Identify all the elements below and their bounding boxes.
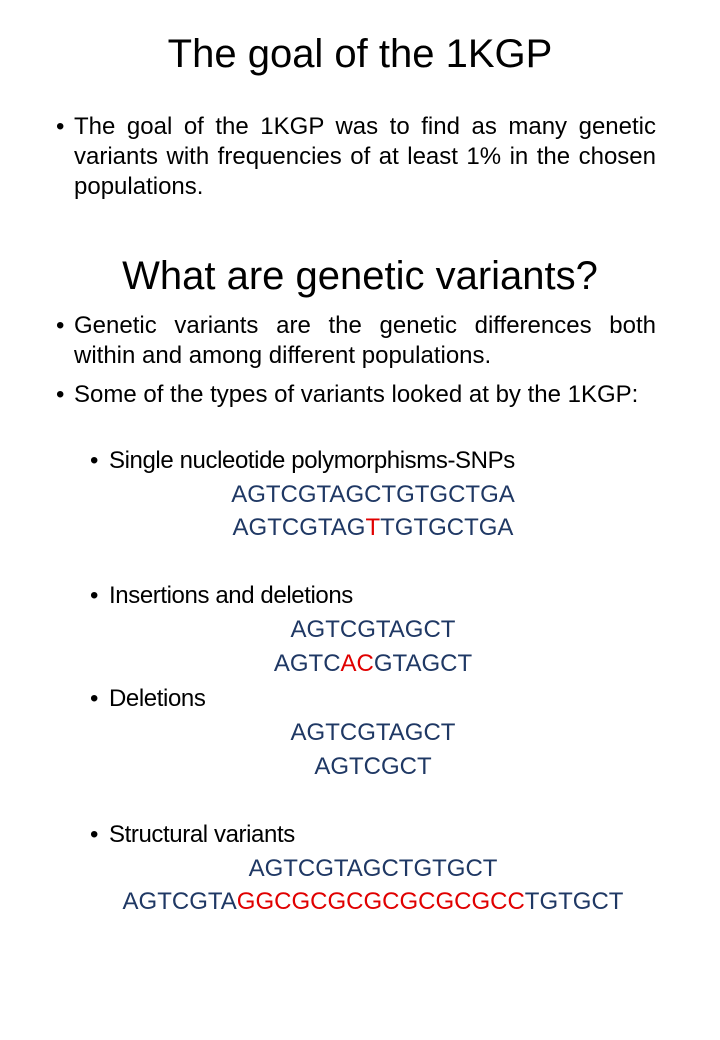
bullet-dot: • (90, 447, 99, 474)
seq-highlight: AC (340, 650, 374, 677)
bullet-goal: • The goal of the 1KGP was to find as ma… (56, 112, 656, 202)
seq-part: TGTGCTGA (380, 514, 514, 541)
slide-title-goal: The goal of the 1KGP (167, 32, 553, 76)
sub-bullet-structural: • Structural variants (90, 820, 650, 850)
bullet-dot: • (56, 312, 65, 339)
slide-title-variants: What are genetic variants? (122, 254, 598, 298)
seq-part: GTAGCT (373, 650, 473, 677)
bullet-dot: • (56, 381, 65, 408)
sub-bullet-deletion: • Deletions (90, 684, 650, 714)
structural-label: Structural variants (109, 821, 295, 848)
seq-highlight: T (365, 514, 381, 541)
bullet-definition: • Genetic variants are the genetic diffe… (56, 311, 656, 371)
deletion-label: Deletions (109, 685, 206, 712)
seq-part: AGTCGTA (122, 888, 237, 915)
seq-part: AGTC (273, 650, 341, 677)
sub-bullet-indel: • Insertions and deletions (90, 581, 650, 611)
snp-label: Single nucleotide polymorphisms-SNPs (109, 447, 515, 474)
bullet-dot: • (90, 821, 99, 848)
sub-bullet-snp: • Single nucleotide polymorphisms-SNPs (90, 446, 650, 476)
structural-sequence-reference: AGTCGTAGCTGTGCT (248, 855, 498, 882)
snp-sequence-variant: AGTCGTAGTTGTGCTGA (0, 513, 720, 543)
indel-sequence-variant: AGTCACGTAGCT (0, 649, 720, 679)
seq-part: TGTGCT (524, 888, 624, 915)
bullet-dot: • (90, 582, 99, 609)
structural-sequence-variant: AGTCGTAGGCGCGCGCGCGCGCCTGTGCT (0, 887, 720, 917)
bullet-types-text: Some of the types of variants looked at … (74, 381, 639, 408)
deletion-sequence-reference: AGTCGTAGCT (290, 719, 456, 746)
deletion-sequence-variant: AGTCGCT (314, 753, 432, 780)
indel-label: Insertions and deletions (109, 582, 353, 609)
bullet-dot: • (90, 685, 99, 712)
bullet-definition-text: Genetic variants are the genetic differe… (74, 312, 656, 369)
indel-sequence-reference: AGTCGTAGCT (290, 616, 456, 643)
bullet-dot: • (56, 113, 65, 140)
seq-highlight: GGCGCGCGCGCGCGCC (236, 888, 525, 915)
seq-part: AGTCGTAG (232, 514, 366, 541)
snp-sequence-reference: AGTCGTAGCTGTGCTGA (231, 481, 515, 508)
bullet-goal-text: The goal of the 1KGP was to find as many… (74, 113, 656, 200)
bullet-types: • Some of the types of variants looked a… (56, 380, 656, 410)
